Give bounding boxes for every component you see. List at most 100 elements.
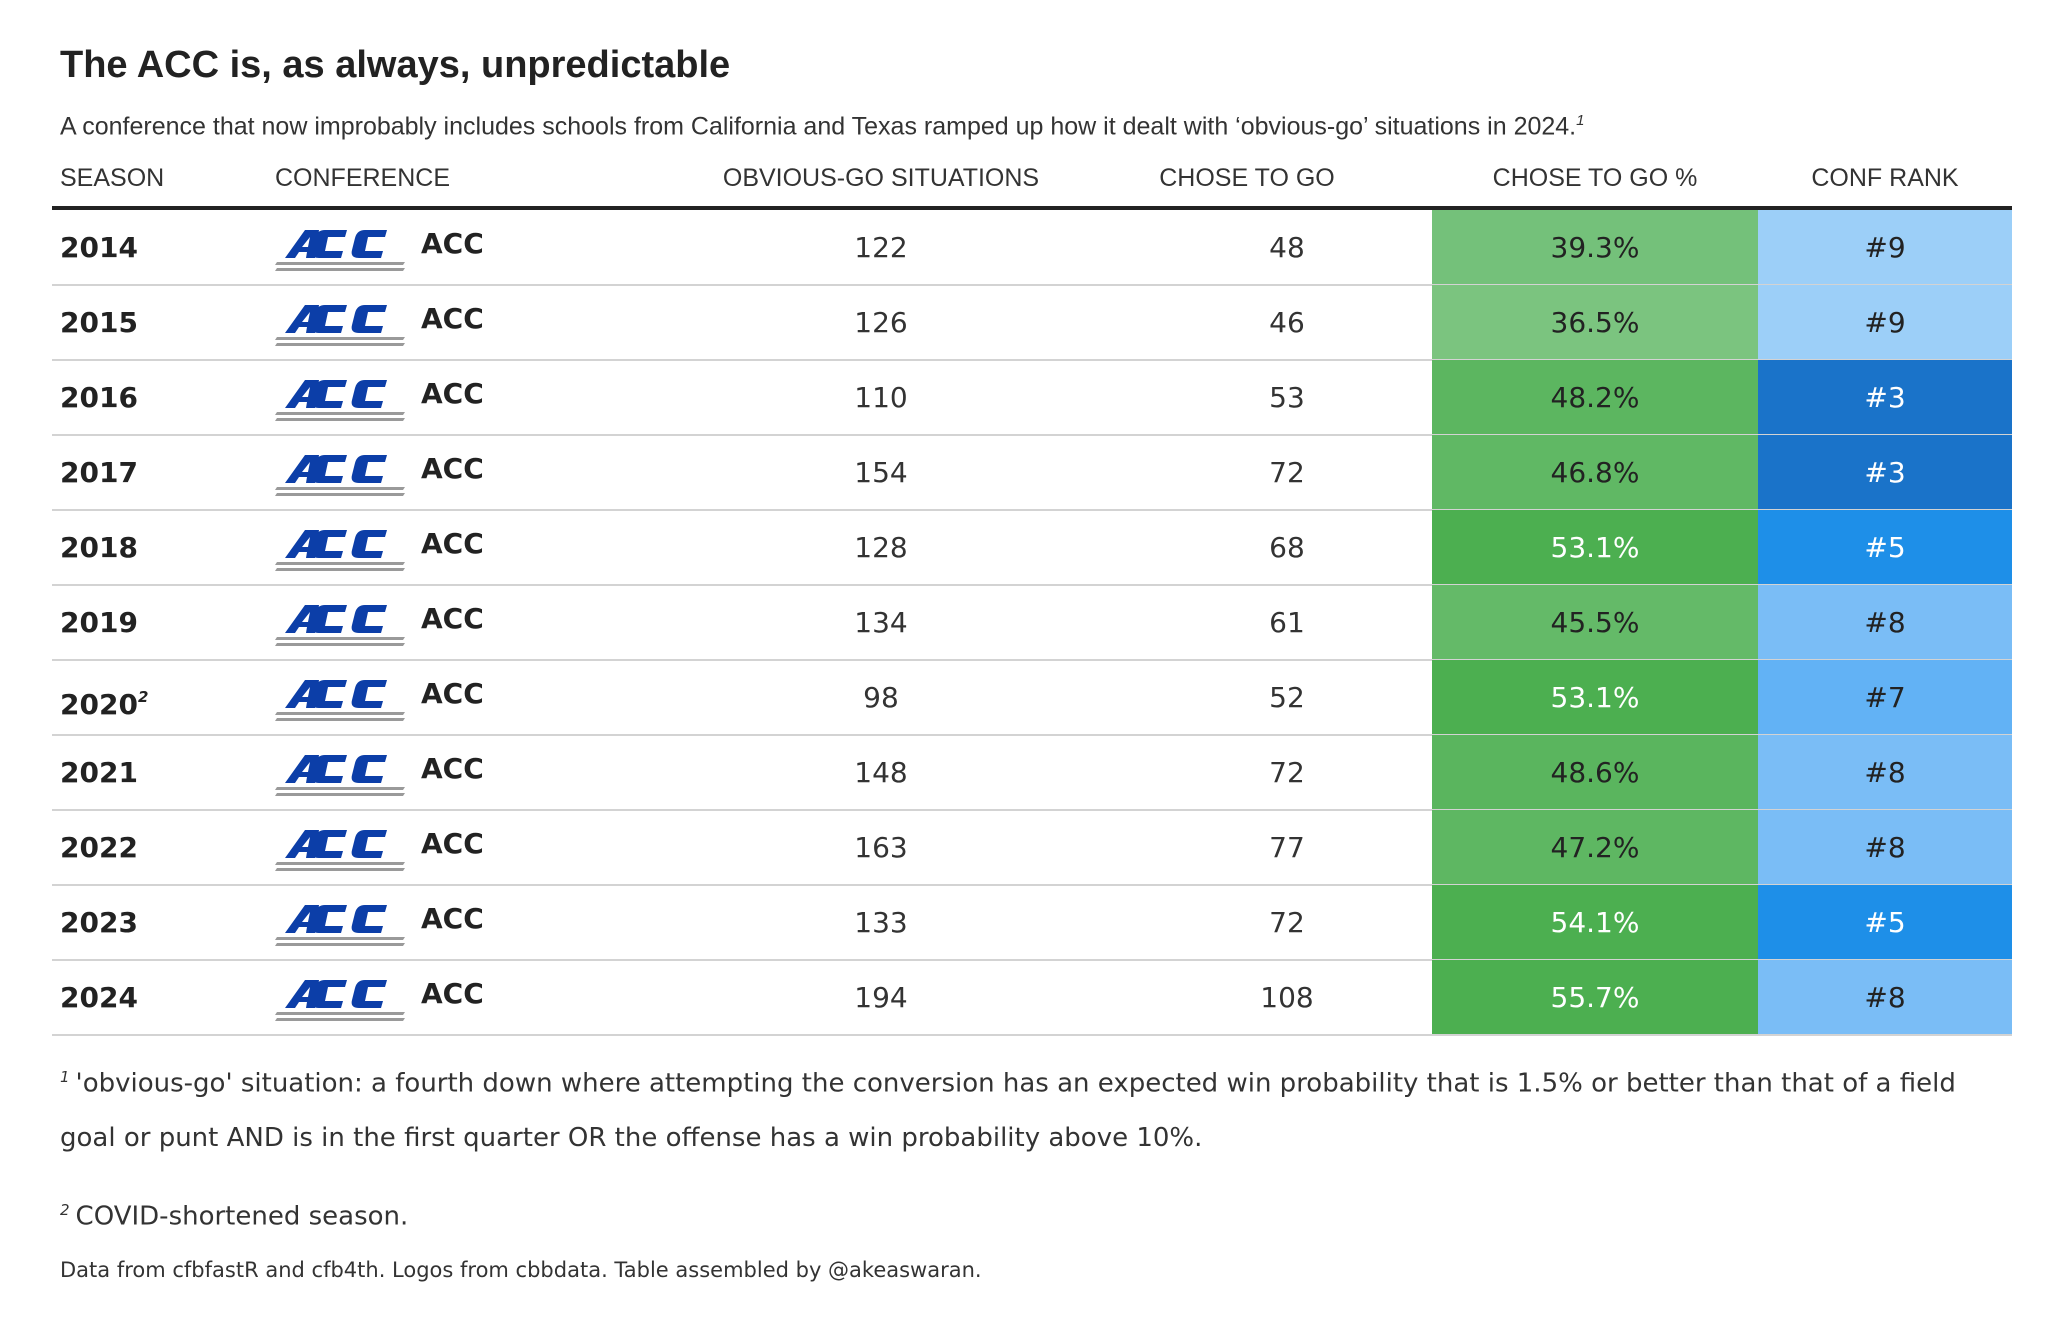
pct-cell [1432,285,1758,359]
row-rule [52,284,2012,286]
column-header: CHOSE TO GO % [1492,164,1698,192]
conference-logo [275,980,405,1021]
footnote: 1'obvious-go' situation: a fourth down w… [60,1050,2010,1165]
conference-logo [275,680,405,721]
season-text: 2015 [60,306,138,339]
season-text: 2023 [60,906,138,939]
rank-cell [1758,510,2012,584]
situations: 148 [854,756,908,789]
conference-logo [275,380,405,421]
footnote-marker: 2 [60,1200,70,1219]
conference-logo [275,530,405,571]
rank: #9 [1864,231,1906,264]
conference-logo [275,755,405,796]
footnotes: 1'obvious-go' situation: a fourth down w… [60,1050,2010,1243]
conference-logo [275,455,405,496]
chose: 72 [1269,756,1305,789]
rank: #8 [1864,606,1906,639]
column-header: OBVIOUS-GO SITUATIONS [722,164,1040,192]
season: 20202 [60,660,148,735]
conference-logo [275,605,405,646]
situations: 194 [854,981,908,1014]
pct: 36.5% [1550,306,1640,339]
season: 2023 [60,885,138,960]
rank-cell [1758,360,2012,434]
season: 2024 [60,960,138,1035]
pct: 45.5% [1550,606,1640,639]
chose: 68 [1269,531,1305,564]
conference: ACC [421,602,484,635]
pct-cell [1432,585,1758,659]
pct: 48.6% [1550,756,1640,789]
pct-cell [1432,210,1758,284]
conference: ACC [421,977,484,1010]
rank: #8 [1864,981,1906,1014]
row-rule [52,434,2012,436]
situations: 154 [854,456,908,489]
conference: ACC [421,377,484,410]
season: 2015 [60,285,138,360]
season-text: 2021 [60,756,138,789]
rank-cell [1758,285,2012,359]
rank: #7 [1864,681,1906,714]
season-text: 2019 [60,606,138,639]
row-rule [52,509,2012,511]
pct-cell [1432,960,1758,1034]
chose: 108 [1260,981,1314,1014]
season-text: 2014 [60,231,138,264]
chose: 53 [1269,381,1305,414]
column-header: CONFERENCE [275,164,451,192]
rank-cell [1758,810,2012,884]
row-rule [52,884,2012,886]
season-text: 2022 [60,831,138,864]
conference: ACC [421,527,484,560]
season-text: 2017 [60,456,138,489]
chose: 77 [1269,831,1305,864]
column-header: CONF RANK [1811,164,1959,192]
rank: #9 [1864,306,1906,339]
conference: ACC [421,227,484,260]
conference-logo [275,830,405,871]
situations: 163 [854,831,908,864]
source: Data from cfbfastR and cfb4th. Logos fro… [60,1258,982,1282]
conference: ACC [421,677,484,710]
row-rule [52,809,2012,811]
season-text: 2020 [60,688,138,721]
column-header: SEASON [60,164,165,192]
rank-cell [1758,660,2012,734]
situations: 98 [863,681,899,714]
chose: 52 [1269,681,1305,714]
chose: 61 [1269,606,1305,639]
rank: #8 [1864,756,1906,789]
conference-logo [275,905,405,946]
season: 2014 [60,210,138,285]
footnote-marker: 1 [60,1068,70,1086]
rank: #3 [1864,381,1906,414]
title: The ACC is, as always, unpredictable [60,44,731,86]
row-rule [52,359,2012,361]
rank-cell [1758,435,2012,509]
season: 2021 [60,735,138,810]
pct: 53.1% [1550,681,1640,714]
row-rule [52,959,2012,961]
chose: 48 [1269,231,1305,264]
pct: 39.3% [1550,231,1640,264]
pct: 55.7% [1550,981,1640,1014]
rank: #5 [1864,531,1906,564]
pct-cell [1432,735,1758,809]
conference: ACC [421,752,484,785]
conference: ACC [421,302,484,335]
rank-cell [1758,885,2012,959]
season-text: 2018 [60,531,138,564]
conference-logo [275,230,405,271]
pct-cell [1432,660,1758,734]
pct-cell [1432,435,1758,509]
pct-cell [1432,360,1758,434]
season-text: 2024 [60,981,138,1014]
pct-cell [1432,810,1758,884]
situations: 122 [854,231,908,264]
pct-cell [1432,510,1758,584]
chose: 72 [1269,906,1305,939]
situations: 126 [854,306,908,339]
